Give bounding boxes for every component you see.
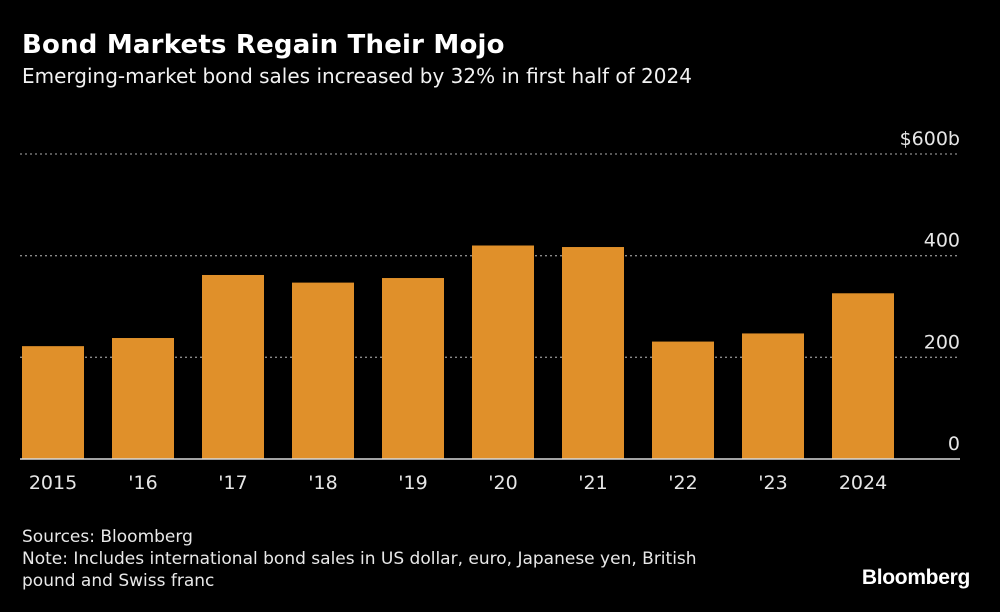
x-tick-label: '19 bbox=[398, 472, 427, 494]
bar-4 bbox=[382, 278, 444, 459]
bar-5 bbox=[472, 245, 534, 459]
x-tick-label: '22 bbox=[668, 472, 697, 494]
x-tick-label: '17 bbox=[218, 472, 247, 494]
bar-1 bbox=[112, 338, 174, 459]
bar-6 bbox=[562, 247, 624, 459]
bar-8 bbox=[742, 333, 804, 459]
bar-chart: 0 200 400 $600b 2015 '16 '17 '18 '19 '20 '21 '22 '23… bbox=[20, 128, 960, 494]
x-tick-label: '18 bbox=[308, 472, 337, 494]
bloomberg-logo: Bloomberg bbox=[861, 566, 970, 589]
y-tick-label: $600b bbox=[900, 128, 960, 150]
chart-title: Bond Markets Regain Their Mojo bbox=[22, 30, 505, 60]
bar-3 bbox=[292, 282, 354, 459]
x-tick-label: '21 bbox=[578, 472, 607, 494]
note-line-2: pound and Swiss franc bbox=[22, 571, 215, 591]
axes: 0 200 400 $600b 2015 '16 '17 '18 '19 '20 '21 '22 '23… bbox=[20, 128, 960, 494]
x-tick-label: '23 bbox=[758, 472, 787, 494]
footer-notes: Sources: Bloomberg Note: Includes intern… bbox=[22, 526, 822, 592]
bar-0 bbox=[22, 346, 84, 459]
x-tick-label: 2015 bbox=[29, 472, 77, 494]
bar-2 bbox=[202, 274, 264, 459]
chart-subtitle: Emerging-market bond sales increased by … bbox=[22, 64, 692, 88]
bar-7 bbox=[652, 341, 714, 459]
y-tick-label: 200 bbox=[924, 331, 960, 353]
bar-9 bbox=[832, 293, 894, 459]
sources-note: Sources: Bloomberg bbox=[22, 527, 193, 547]
bars bbox=[22, 245, 894, 459]
x-tick-label: '16 bbox=[128, 472, 157, 494]
y-tick-label: 0 bbox=[948, 433, 960, 455]
x-tick-label: 2024 bbox=[839, 472, 887, 494]
x-tick-label: '20 bbox=[488, 472, 517, 494]
y-tick-label: 400 bbox=[924, 230, 960, 252]
note-line-1: Note: Includes international bond sales … bbox=[22, 549, 697, 569]
